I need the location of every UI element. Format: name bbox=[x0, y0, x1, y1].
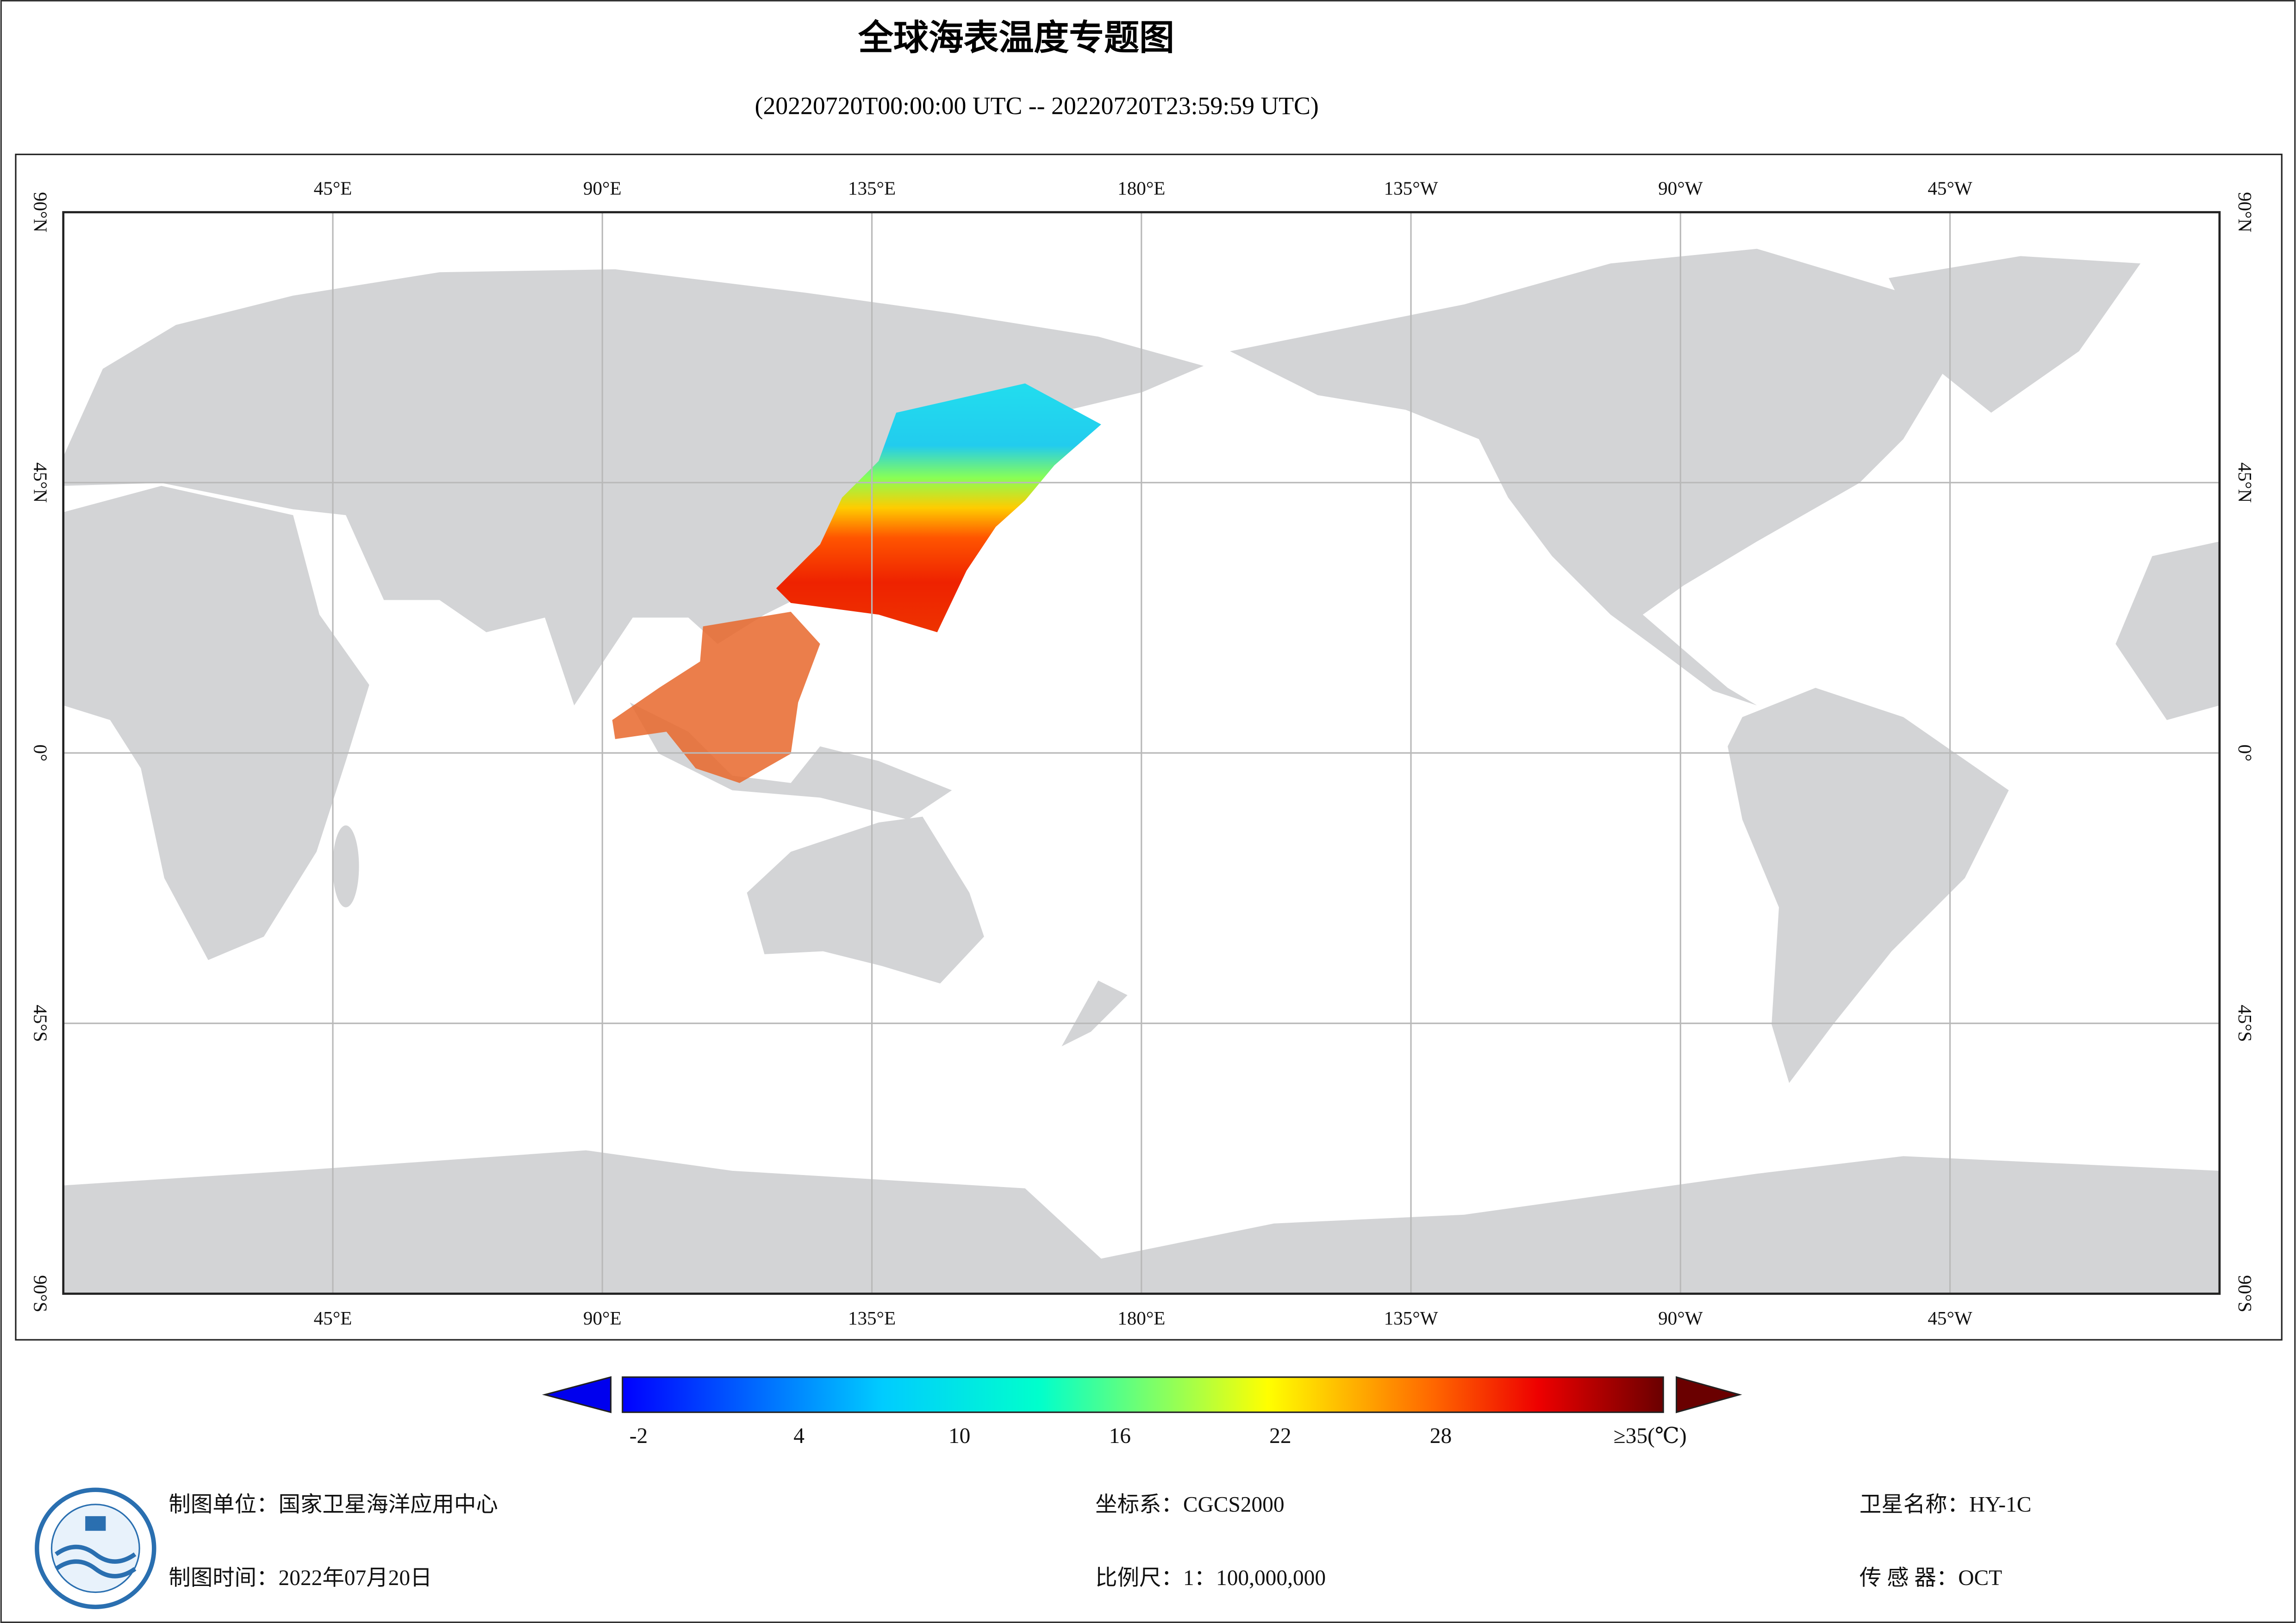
map-frame bbox=[15, 154, 2283, 1341]
colorbar-tick-label: 10 bbox=[948, 1424, 970, 1448]
graticule bbox=[63, 212, 2220, 1294]
lon-label-bottom: 135°W bbox=[1384, 1307, 1438, 1329]
sst-swath-north bbox=[776, 383, 1101, 633]
west-africa bbox=[2115, 541, 2220, 720]
map-border bbox=[62, 211, 2221, 1295]
colorbar-tick-label: 28 bbox=[1430, 1424, 1452, 1448]
sst-swath-south bbox=[612, 611, 820, 783]
lon-label-bottom: 45°W bbox=[1928, 1307, 1972, 1329]
lon-label-top: 180°E bbox=[1117, 178, 1165, 199]
colorbar-ramp bbox=[622, 1376, 1664, 1413]
lat-label-left: 90°S bbox=[30, 1275, 51, 1312]
lon-label-bottom: 135°E bbox=[848, 1307, 896, 1329]
date: 制图时间：2022年07月20日 bbox=[168, 1566, 432, 1590]
lon-label-top: 135°E bbox=[848, 178, 896, 199]
lat-label-right: 45°N bbox=[2234, 462, 2256, 503]
lat-label-right: 0° bbox=[2234, 745, 2256, 762]
colorbar-tick-label: 22 bbox=[1269, 1424, 1291, 1448]
scale: 比例尺：1：100,000,000 bbox=[1095, 1566, 1326, 1590]
lon-label-top: 135°W bbox=[1384, 178, 1438, 199]
lon-label-top: 90°W bbox=[1658, 178, 1703, 199]
colorbar-max-label: ≥35(℃) bbox=[1614, 1424, 1687, 1448]
madagascar bbox=[332, 825, 359, 908]
title: 全球海表温度专题图 bbox=[858, 18, 1174, 58]
lat-label-left: 90°N bbox=[30, 192, 51, 232]
lat-label-left: 0° bbox=[30, 745, 51, 762]
lon-label-top: 90°E bbox=[583, 178, 622, 199]
colorbar-tick-label: 4 bbox=[793, 1424, 805, 1448]
australia bbox=[747, 816, 984, 984]
lon-label-top: 45°E bbox=[314, 178, 352, 199]
colorbar: -2 4 10 16 22 28 ≥35(℃) bbox=[542, 1376, 1742, 1448]
sensor: 传 感 器：OCT bbox=[1859, 1566, 2002, 1590]
logo bbox=[35, 1487, 156, 1609]
lat-label-left: 45°S bbox=[30, 1005, 51, 1042]
north-america bbox=[1230, 249, 1947, 706]
new-zealand bbox=[1061, 980, 1128, 1047]
colorbar-low-arrow bbox=[542, 1376, 612, 1413]
colorbar-high-arrow bbox=[1676, 1376, 1742, 1413]
lon-label-bottom: 45°E bbox=[314, 1307, 352, 1329]
lat-label-left: 45°N bbox=[30, 462, 51, 503]
satellite: 卫星名称：HY-1C bbox=[1859, 1493, 2031, 1517]
africa bbox=[63, 485, 369, 960]
lat-label-right: 90°S bbox=[2234, 1275, 2256, 1312]
lon-label-bottom: 90°E bbox=[583, 1307, 622, 1329]
lon-label-bottom: 180°E bbox=[1117, 1307, 1165, 1329]
eurasia bbox=[63, 269, 1204, 706]
crs: 坐标系：CGCS2000 bbox=[1095, 1493, 1284, 1517]
coordinate-labels: 45°E 45°E 90°E 90°E 135°E 135°E 180°E 180°E 135°… bbox=[30, 178, 2255, 1329]
map bbox=[62, 211, 2221, 1295]
greenland bbox=[1889, 256, 2141, 413]
south-america bbox=[1728, 688, 2009, 1083]
lat-label-right: 45°S bbox=[2234, 1005, 2256, 1042]
lon-label-bottom: 90°W bbox=[1658, 1307, 1703, 1329]
lon-label-top: 45°W bbox=[1928, 178, 1972, 199]
colorbar-tick-label: -2 bbox=[630, 1424, 648, 1448]
lat-label-right: 90°N bbox=[2234, 192, 2256, 232]
unit: 制图单位：国家卫星海洋应用中心 bbox=[168, 1493, 498, 1517]
colorbar-tick-label: 16 bbox=[1109, 1424, 1131, 1448]
subtitle: (20220720T00:00:00 UTC -- 20220720T23:59… bbox=[755, 92, 1319, 120]
